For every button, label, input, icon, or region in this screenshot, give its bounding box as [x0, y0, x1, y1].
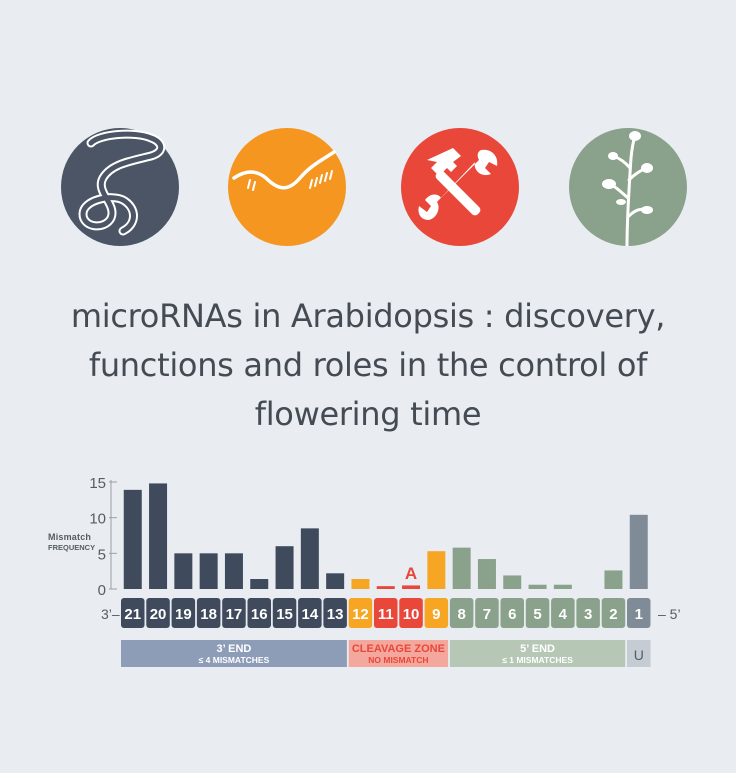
region-title-r5: 5’ END: [520, 643, 555, 655]
three-prime-end-label: 3’–: [101, 606, 120, 622]
region-title-r3: 3’ END: [217, 643, 252, 655]
bar-11: [376, 586, 395, 589]
bar-6: [503, 575, 522, 589]
position-box-17: [222, 598, 246, 628]
position-box-6: [500, 598, 524, 628]
position-label-12: 12: [352, 606, 369, 623]
region-title-ru: U: [634, 647, 644, 663]
position-label-11: 11: [378, 606, 394, 623]
position-label-10: 10: [403, 606, 420, 623]
position-label-20: 20: [150, 606, 167, 623]
position-label-14: 14: [302, 606, 319, 623]
bar-20: [149, 483, 168, 589]
bar-21: [123, 489, 142, 589]
position-label-8: 8: [457, 606, 465, 623]
bar-2: [604, 570, 623, 589]
position-box-5: [525, 598, 550, 628]
position-label-1: 1: [635, 606, 643, 623]
position-box-7: [475, 598, 499, 628]
position-label-17: 17: [226, 606, 243, 623]
position-box-13: [323, 598, 347, 628]
y-axis-label-line1: Mismatch: [48, 532, 91, 542]
bar-18: [199, 553, 218, 589]
position-label-2: 2: [609, 606, 617, 623]
position-label-9: 9: [432, 606, 440, 623]
hammer-wrench-icon: [401, 128, 519, 246]
title-line-3: flowering time: [254, 395, 482, 433]
bar-16: [250, 579, 269, 589]
position-box-18: [196, 598, 221, 628]
position-label-5: 5: [533, 606, 541, 623]
page-title: microRNAs in Arabidopsis : discovery, fu…: [0, 292, 736, 439]
position-label-4: 4: [559, 606, 568, 623]
position-label-6: 6: [508, 606, 516, 623]
y-tick-label: 5: [98, 546, 106, 563]
position-box-11: [374, 598, 398, 628]
five-prime-end-label: – 5’: [658, 606, 681, 622]
bar-14: [300, 528, 319, 589]
region-subtitle-r3: ≤ 4 MISMATCHES: [199, 655, 270, 665]
position-label-13: 13: [327, 606, 344, 623]
position-box-19: [171, 598, 196, 628]
worm-icon: [61, 128, 179, 246]
bar-7: [477, 559, 496, 589]
bar-10: [402, 585, 421, 589]
region-band-rc: [348, 640, 449, 667]
bar-12: [351, 579, 370, 589]
position-box-9: [424, 598, 449, 628]
position-box-21: [121, 598, 145, 628]
position-box-20: [146, 598, 170, 628]
position-box-15: [272, 598, 297, 628]
bar-19: [174, 553, 193, 589]
region-title-rc: CLEAVAGE ZONE: [352, 643, 445, 655]
position-box-16: [247, 598, 271, 628]
position-label-15: 15: [276, 606, 293, 623]
bar-8: [452, 547, 471, 589]
position-label-7: 7: [483, 606, 491, 623]
region-subtitle-rc: NO MISMATCH: [368, 655, 428, 665]
position-box-14: [298, 598, 322, 628]
position-label-19: 19: [175, 606, 192, 623]
position-label-16: 16: [251, 606, 268, 623]
rna-strand-icon: [228, 128, 346, 246]
bar-15: [275, 546, 294, 589]
bar-17: [224, 553, 243, 589]
y-tick-label: 0: [98, 582, 106, 599]
position-box-1: [627, 598, 651, 628]
title-line-2: functions and roles in the control of: [88, 346, 648, 384]
position-box-2: [601, 598, 626, 628]
y-axis-label-line2: FREQUENCY: [48, 543, 95, 552]
region-band-r5: [449, 640, 626, 667]
y-tick-label: 10: [89, 511, 106, 528]
bar-5: [528, 584, 547, 589]
position-box-10: [399, 598, 423, 628]
region-subtitle-r5: ≤ 1 MISMATCHES: [502, 655, 573, 665]
arabidopsis-plant-icon: [569, 128, 687, 246]
position-box-3: [576, 598, 600, 628]
position-label-18: 18: [200, 606, 217, 623]
region-band-ru: [627, 640, 651, 667]
bar-1: [629, 514, 648, 589]
bar-9: [427, 551, 446, 589]
region-band-r3: [121, 640, 347, 667]
bar-13: [326, 573, 345, 589]
y-tick-label: 15: [89, 475, 106, 492]
position-box-8: [449, 598, 474, 628]
position-box-12: [348, 598, 373, 628]
position-box-4: [551, 598, 575, 628]
mismatch-annotation: A: [405, 564, 417, 583]
bar-4: [553, 584, 572, 589]
title-line-1: microRNAs in Arabidopsis : discovery,: [70, 297, 666, 335]
position-label-3: 3: [584, 606, 592, 623]
position-label-21: 21: [124, 606, 141, 623]
